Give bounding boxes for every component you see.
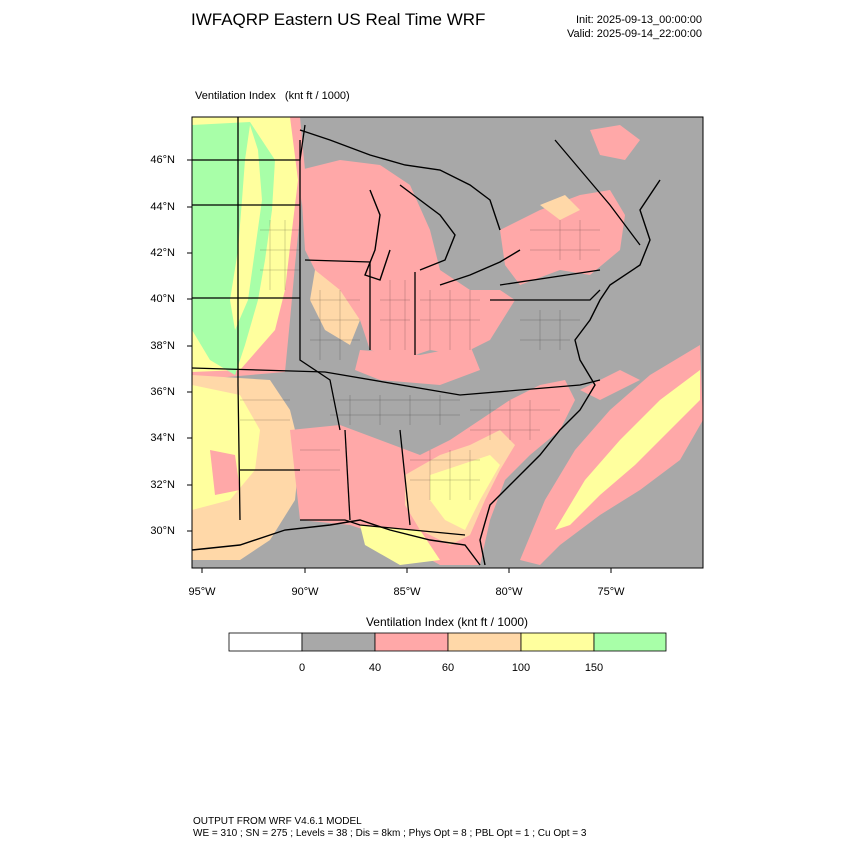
valid-time: Valid: 2025-09-14_22:00:00 [567, 28, 702, 40]
colorbar-swatch-4 [447, 632, 522, 652]
lat-label: 42°N [150, 247, 175, 259]
border-new-england [554, 139, 641, 246]
colorbar-label: 0 [298, 662, 306, 674]
model-footer: OUTPUT FROM WRF V4.6.1 MODEL WE = 310 ; … [193, 816, 586, 840]
run-times: Init: 2025-09-13_00:00:00 Valid: 2025-09… [567, 13, 702, 41]
border-pa-md [490, 289, 601, 301]
lon-label: 80°W [495, 586, 523, 598]
lat-label: 40°N [150, 293, 175, 305]
lat-label: 46°N [150, 154, 175, 166]
border-western [237, 117, 241, 521]
gulf-coastline [192, 519, 481, 566]
border-al-ga [399, 429, 411, 526]
lake-michigan-shore [364, 189, 391, 281]
great-lakes-north-shore [299, 129, 501, 231]
county-grid-cols [269, 220, 581, 500]
map-field [192, 117, 703, 568]
colorbar-label: 40 [368, 662, 382, 674]
lat-label: 36°N [150, 386, 175, 398]
colorbar-label: 60 [441, 662, 455, 674]
lon-label: 95°W [188, 586, 216, 598]
lon-label: 90°W [291, 586, 319, 598]
midwest-pink-zone [300, 160, 515, 360]
border-gulf [300, 519, 466, 536]
colorbar-swatch-6 [593, 632, 667, 652]
border-tn-ky [192, 367, 601, 396]
quebec-pink-patch [590, 125, 640, 160]
lat-label: 38°N [150, 340, 175, 352]
lat-label: 34°N [150, 432, 175, 444]
footer-config: WE = 310 ; SN = 275 ; Levels = 38 ; Dis … [193, 828, 587, 839]
georgia-yellow-zone [430, 455, 500, 530]
colorbar-swatch-2 [301, 632, 376, 652]
northeast-pink-zone [500, 190, 625, 285]
midwest-orange-patch [310, 270, 360, 345]
lon-label: 85°W [393, 586, 421, 598]
gulf-coast-yellow-zone [360, 525, 440, 565]
atlantic-yellow-band [555, 370, 700, 530]
coastlines [192, 129, 661, 566]
colorbar-title: Ventilation Index (knt ft / 1000) [365, 615, 529, 629]
colorbar-swatch-1 [228, 632, 303, 652]
southwest-pink-patch [210, 450, 240, 495]
border-ny-pa [499, 269, 601, 286]
axis-ticks [187, 159, 612, 573]
colorbar-swatch-3 [374, 632, 449, 652]
border-ms-al [344, 429, 351, 521]
ohio-valley-pink-zone [355, 345, 480, 385]
init-time: Init: 2025-09-13_00:00:00 [576, 14, 702, 26]
colorbar [228, 632, 667, 652]
lake-huron-shore [399, 184, 456, 271]
page-title: IWFAQRP Eastern US Real Time WRF [191, 10, 486, 29]
map-frame [191, 116, 704, 569]
footer-model: OUTPUT FROM WRF V4.6.1 MODEL [193, 816, 362, 827]
lat-label: 32°N [150, 479, 175, 491]
southwest-yellow-zone [192, 385, 260, 510]
colorbar-swatch-5 [520, 632, 595, 652]
colorbar-label: 100 [511, 662, 531, 674]
lon-label: 75°W [597, 586, 625, 598]
lat-label: 30°N [150, 525, 175, 537]
lat-label: 44°N [150, 201, 175, 213]
northeast-orange-patch [540, 195, 580, 220]
field-units: (knt ft / 1000) [284, 90, 350, 102]
county-lines [240, 220, 600, 500]
field-label: Ventilation Index (knt ft / 1000) [195, 90, 350, 102]
atlantic-pink-streak [580, 370, 640, 400]
field-name: Ventilation Index [195, 90, 276, 102]
atlantic-coastline [479, 179, 661, 566]
lake-erie-shore [439, 249, 521, 286]
colorbar-label: 150 [584, 662, 604, 674]
